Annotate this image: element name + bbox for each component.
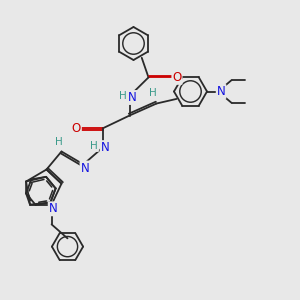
Text: N: N	[128, 91, 137, 104]
Text: H: H	[149, 88, 157, 98]
Text: H: H	[119, 91, 127, 101]
Text: N: N	[217, 85, 226, 98]
Text: H: H	[90, 141, 98, 151]
Text: N: N	[49, 202, 58, 215]
Text: H: H	[55, 136, 62, 147]
Text: O: O	[72, 122, 81, 135]
Text: N: N	[80, 161, 89, 175]
Text: N: N	[100, 141, 109, 154]
Text: O: O	[172, 71, 182, 84]
